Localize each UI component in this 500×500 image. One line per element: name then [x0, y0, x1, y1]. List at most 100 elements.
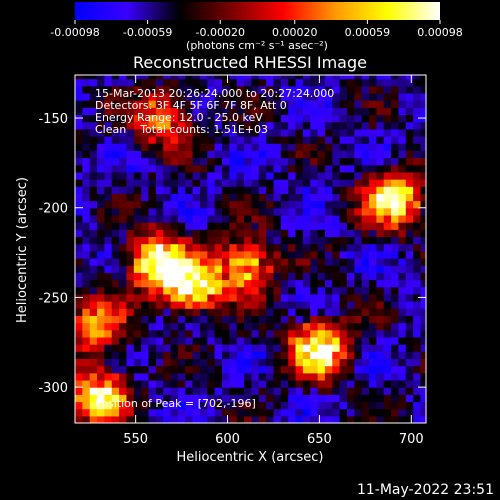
heatmap-cell	[185, 250, 194, 259]
heatmap-cell	[398, 92, 407, 101]
heatmap-cell	[361, 286, 370, 295]
heatmap-cell	[251, 150, 260, 159]
heatmap-cell	[332, 164, 341, 173]
heatmap-cell	[258, 150, 267, 159]
heatmap-cell	[310, 128, 319, 137]
heatmap-cell	[405, 121, 414, 130]
heatmap-cell	[244, 322, 253, 331]
heatmap-cell	[82, 100, 91, 108]
heatmap-cell	[310, 100, 319, 108]
heatmap-cell	[155, 114, 164, 123]
heatmap-cell	[207, 344, 216, 352]
heatmap-cell	[405, 214, 414, 223]
heatmap-cell	[207, 100, 216, 108]
heatmap-cell	[214, 336, 223, 345]
heatmap-cell	[170, 229, 179, 238]
heatmap-cell	[97, 78, 106, 87]
heatmap-cell	[97, 121, 106, 130]
heatmap-cell	[302, 179, 311, 187]
heatmap-cell	[89, 293, 98, 302]
heatmap-cell	[413, 272, 422, 281]
heatmap-cell	[207, 207, 216, 216]
heatmap-cell	[133, 171, 142, 180]
heatmap-cell	[420, 236, 426, 245]
heatmap-cell	[244, 200, 253, 209]
heatmap-cell	[354, 85, 363, 94]
heatmap-cell	[177, 365, 186, 374]
heatmap-cell	[185, 85, 194, 94]
heatmap-cell	[405, 394, 414, 403]
heatmap-cell	[361, 408, 370, 417]
heatmap-cell	[391, 415, 400, 423]
heatmap-cell	[266, 222, 275, 230]
heatmap-cell	[273, 394, 282, 403]
heatmap-cell	[391, 379, 400, 388]
heatmap-cell	[280, 272, 289, 281]
heatmap-cell	[302, 100, 311, 108]
heatmap-cell	[332, 322, 341, 331]
heatmap-cell	[346, 250, 355, 259]
heatmap-cell	[346, 150, 355, 159]
heatmap-cell	[104, 387, 113, 395]
heatmap-cell	[97, 75, 106, 80]
heatmap-cell	[302, 171, 311, 180]
heatmap-cell	[339, 85, 348, 94]
heatmap-cell	[361, 250, 370, 259]
colorbar	[75, 2, 440, 20]
heatmap-cell	[346, 214, 355, 223]
heatmap-cell	[266, 128, 275, 137]
heatmap-cell	[302, 75, 311, 80]
heatmap-cell	[383, 164, 392, 173]
heatmap-cell	[280, 387, 289, 395]
heatmap-cell	[177, 372, 186, 381]
heatmap-cell	[170, 265, 179, 273]
heatmap-cell	[280, 100, 289, 108]
heatmap-cell	[141, 193, 150, 202]
heatmap-cell	[324, 85, 333, 94]
heatmap-cell	[354, 279, 363, 288]
heatmap-cell	[141, 387, 150, 395]
heatmap-cell	[214, 222, 223, 230]
heatmap-cell	[258, 336, 267, 345]
heatmap-cell	[280, 293, 289, 302]
heatmap-cell	[126, 250, 135, 259]
heatmap-cell	[177, 279, 186, 288]
heatmap-cell	[89, 401, 98, 410]
heatmap-cell	[199, 157, 208, 166]
heatmap-cell	[148, 128, 157, 137]
heatmap-cell	[89, 301, 98, 309]
heatmap-cell	[317, 301, 326, 309]
heatmap-cell	[273, 257, 282, 266]
heatmap-cell	[302, 344, 311, 352]
heatmap-cell	[148, 207, 157, 216]
heatmap-cell	[383, 92, 392, 101]
colorbar-tick-label: 0.00098	[417, 26, 463, 39]
plot-frame	[74, 74, 427, 424]
heatmap-cell	[89, 157, 98, 166]
heatmap-cell	[207, 222, 216, 230]
heatmap-cell	[75, 387, 83, 395]
heatmap-cell	[155, 250, 164, 259]
heatmap-cell	[369, 78, 377, 87]
heatmap-cell	[155, 243, 164, 252]
heatmap-cell	[420, 250, 426, 259]
heatmap-cell	[82, 171, 91, 180]
heatmap-cell	[413, 286, 422, 295]
heatmap-cell	[75, 186, 83, 194]
heatmap-cell	[148, 365, 157, 374]
heatmap-cell	[126, 222, 135, 230]
heatmap-cell	[332, 293, 341, 302]
heatmap-cell	[376, 214, 385, 223]
heatmap-cell	[192, 214, 201, 223]
heatmap-cell	[141, 415, 150, 423]
heatmap-cell	[133, 214, 142, 223]
heatmap-cell	[148, 200, 157, 209]
heatmap-cell	[199, 114, 208, 123]
heatmap-cell	[170, 351, 179, 360]
heatmap-cell	[383, 100, 392, 108]
heatmap-cell	[280, 78, 289, 87]
heatmap-cell	[317, 171, 326, 180]
heatmap-cell	[310, 387, 319, 395]
heatmap-cell	[332, 114, 341, 123]
heatmap-cell	[302, 164, 311, 173]
